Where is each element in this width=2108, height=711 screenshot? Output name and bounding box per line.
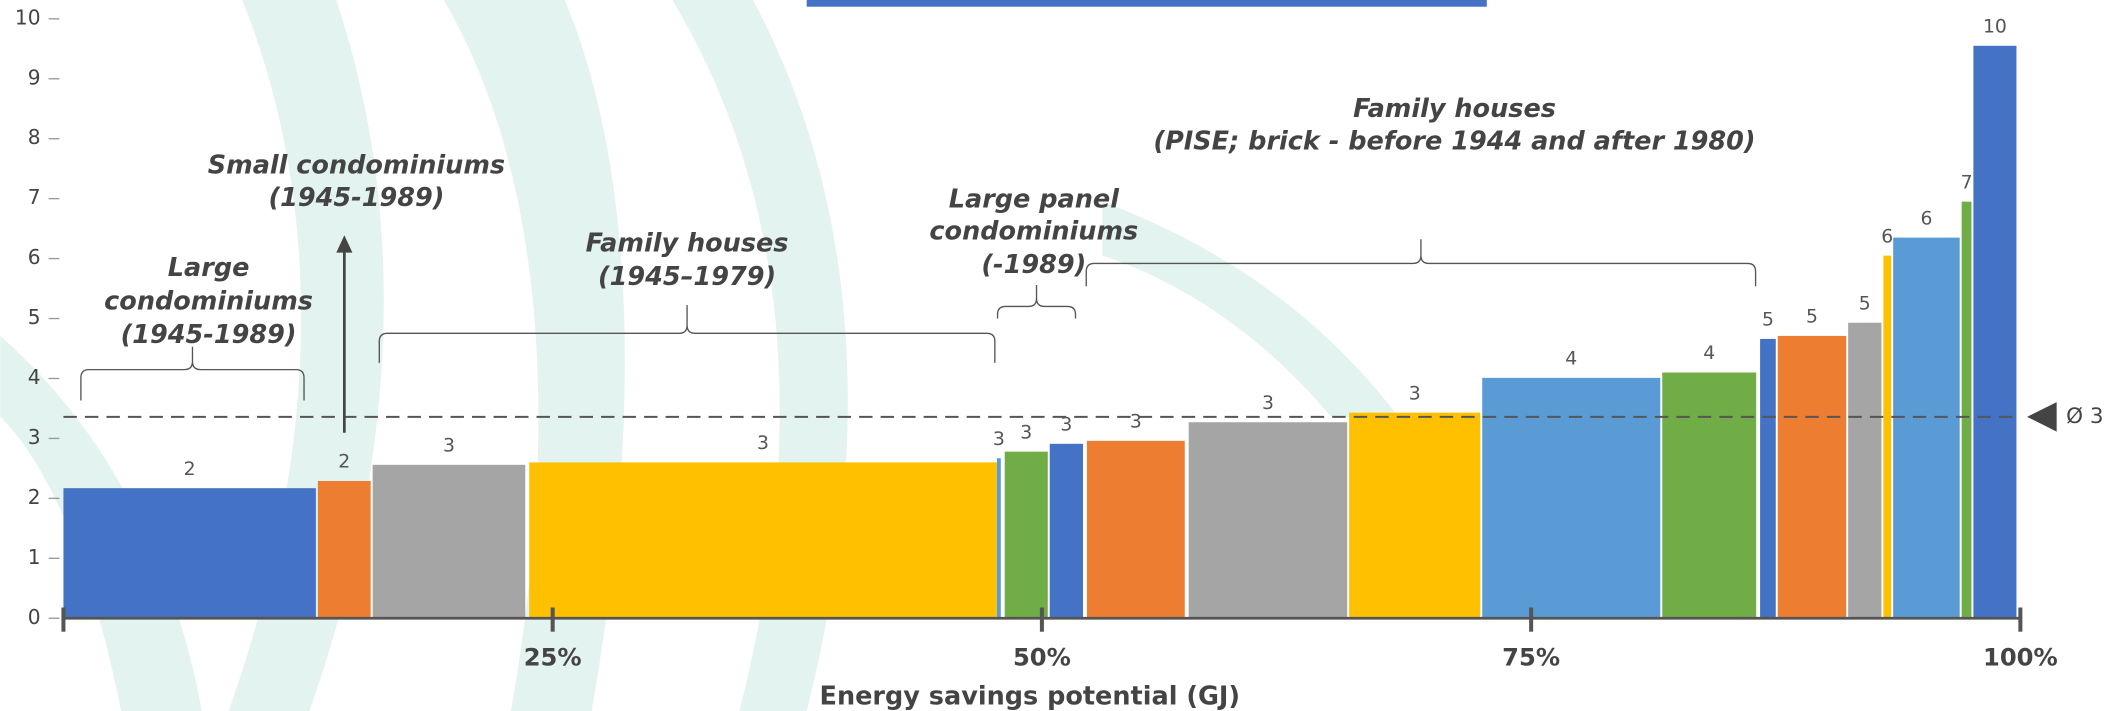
y-tick-label: 4 (28, 365, 41, 389)
bracket (1085, 239, 1757, 287)
x-axis-label: Energy savings potential (GJ) (820, 682, 1241, 711)
data-label: 2 (184, 459, 196, 480)
y-tick-label: 8 (28, 125, 41, 149)
average-marker (2027, 402, 2057, 432)
bracket (80, 346, 305, 401)
annotation: Large panel (949, 184, 1120, 214)
y-tick-label: 5 (28, 305, 41, 329)
data-label: 10 (1983, 16, 2007, 37)
bar (1973, 45, 2017, 619)
data-label: 3 (1262, 393, 1274, 414)
data-label: 6 (1881, 226, 1893, 247)
y-tick-label: 9 (28, 65, 41, 89)
data-label: 5 (1762, 310, 1774, 331)
y-tick-label: 7 (28, 185, 41, 209)
x-tick-label: 100% (1983, 644, 2058, 672)
x-tick-label: 75% (1502, 644, 1560, 672)
data-label: 3 (1060, 415, 1072, 436)
data-label: 4 (1703, 343, 1715, 364)
x-tick-label: 25% (524, 644, 582, 672)
bracket (996, 284, 1077, 319)
bar (372, 464, 526, 619)
y-tick-label: 1 (28, 545, 41, 569)
annotation: (-1989) (981, 250, 1086, 280)
data-label: 7 (1961, 172, 1973, 193)
bar (1961, 201, 1972, 619)
data-label: 6 (1920, 208, 1932, 229)
annotation: (1945-1989) (121, 320, 297, 350)
data-label: 2 (338, 452, 350, 473)
bar (1482, 377, 1661, 619)
bar (1893, 237, 1960, 619)
data-label: 5 (1806, 307, 1818, 328)
y-tick-label: 2 (28, 485, 41, 509)
bar (1188, 422, 1348, 619)
data-label: 3 (1409, 383, 1421, 404)
annotation: (1945-1989) (268, 183, 444, 213)
bar (63, 488, 316, 619)
annotation: Large (168, 253, 250, 283)
title-bar (806, 0, 1487, 7)
data-label: 4 (1565, 349, 1577, 370)
data-label: 3 (443, 435, 455, 456)
annotation: condominiums (104, 286, 313, 316)
bar (529, 462, 997, 619)
y-tick-label: 6 (28, 245, 41, 269)
annotation: (PISE; brick - before 1944 and after 198… (1153, 126, 1755, 156)
bar (317, 480, 371, 619)
bar (1848, 322, 1882, 619)
average-label: Ø 3 (2066, 404, 2103, 429)
bar (1662, 372, 1757, 619)
annotation: (1945–1979) (598, 262, 776, 292)
bar (1760, 338, 1776, 619)
annotation: condominiums (929, 217, 1138, 247)
data-label: 3 (1130, 412, 1142, 433)
annotation: Family houses (586, 229, 789, 259)
x-tick-label: 50% (1013, 644, 1071, 672)
y-tick-label: 3 (28, 425, 41, 449)
bar (1004, 451, 1048, 619)
arrow-head (336, 235, 353, 253)
bar (996, 458, 1001, 619)
annotation: Small condominiums (208, 151, 505, 181)
bracket (378, 305, 996, 363)
data-label: 3 (1020, 422, 1032, 443)
y-tick-label: 0 (28, 605, 41, 629)
bar (1049, 443, 1083, 619)
bar (1777, 335, 1847, 619)
bar (1086, 440, 1185, 619)
data-label: 5 (1859, 293, 1871, 314)
data-label: 3 (993, 429, 1005, 450)
annotation: Family houses (1353, 94, 1556, 124)
bar (1883, 255, 1892, 619)
bar (1349, 412, 1481, 619)
y-tick-label: 10 (15, 5, 41, 29)
data-label: 3 (757, 433, 769, 454)
